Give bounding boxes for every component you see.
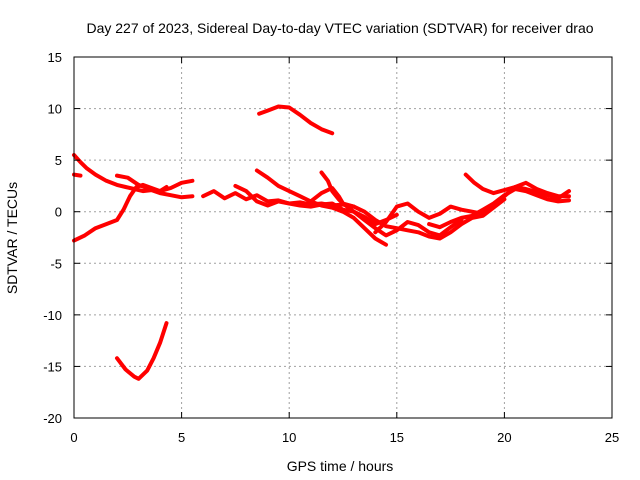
y-tick-label: 15: [48, 50, 62, 65]
x-axis-label: GPS time / hours: [287, 458, 394, 474]
y-tick-label: 5: [55, 153, 62, 168]
chart-title: Day 227 of 2023, Sidereal Day-to-day VTE…: [86, 20, 593, 36]
grid: [74, 57, 612, 418]
series-line-trace-3: [72, 172, 83, 178]
series-line-trace-11: [319, 170, 507, 241]
series-line-trace-6: [257, 104, 335, 136]
y-axis-label: SDTVAR / TECUs: [4, 182, 20, 294]
axis-ticks: 0 5 10 15 20 25 15 10 5 0 -5 -10 -15 -20: [43, 50, 619, 445]
plot-frame: [73, 56, 613, 419]
y-tick-label: 0: [55, 205, 62, 220]
x-tick-label: 20: [497, 430, 511, 445]
series-line-trace-12: [373, 180, 571, 235]
x-tick-label: 10: [282, 430, 296, 445]
x-tick-label: 0: [70, 430, 77, 445]
series-line-trace-2: [72, 178, 195, 243]
series-line-trace-5: [115, 321, 169, 381]
x-tick-label: 15: [390, 430, 404, 445]
series-line-trace-14: [463, 172, 571, 201]
y-tick-label: -5: [50, 256, 62, 271]
data-series: [72, 104, 571, 381]
series-line-trace-13: [427, 187, 571, 230]
x-tick-label: 5: [178, 430, 185, 445]
x-tick-label: 25: [605, 430, 619, 445]
y-tick-label: -20: [43, 411, 62, 426]
y-tick-label: -10: [43, 308, 62, 323]
series-line-trace-9: [254, 168, 388, 247]
series-line-trace-4: [115, 173, 169, 194]
y-tick-label: 10: [48, 102, 62, 117]
series-line-trace-1: [72, 153, 195, 200]
y-tick-label: -15: [43, 359, 62, 374]
